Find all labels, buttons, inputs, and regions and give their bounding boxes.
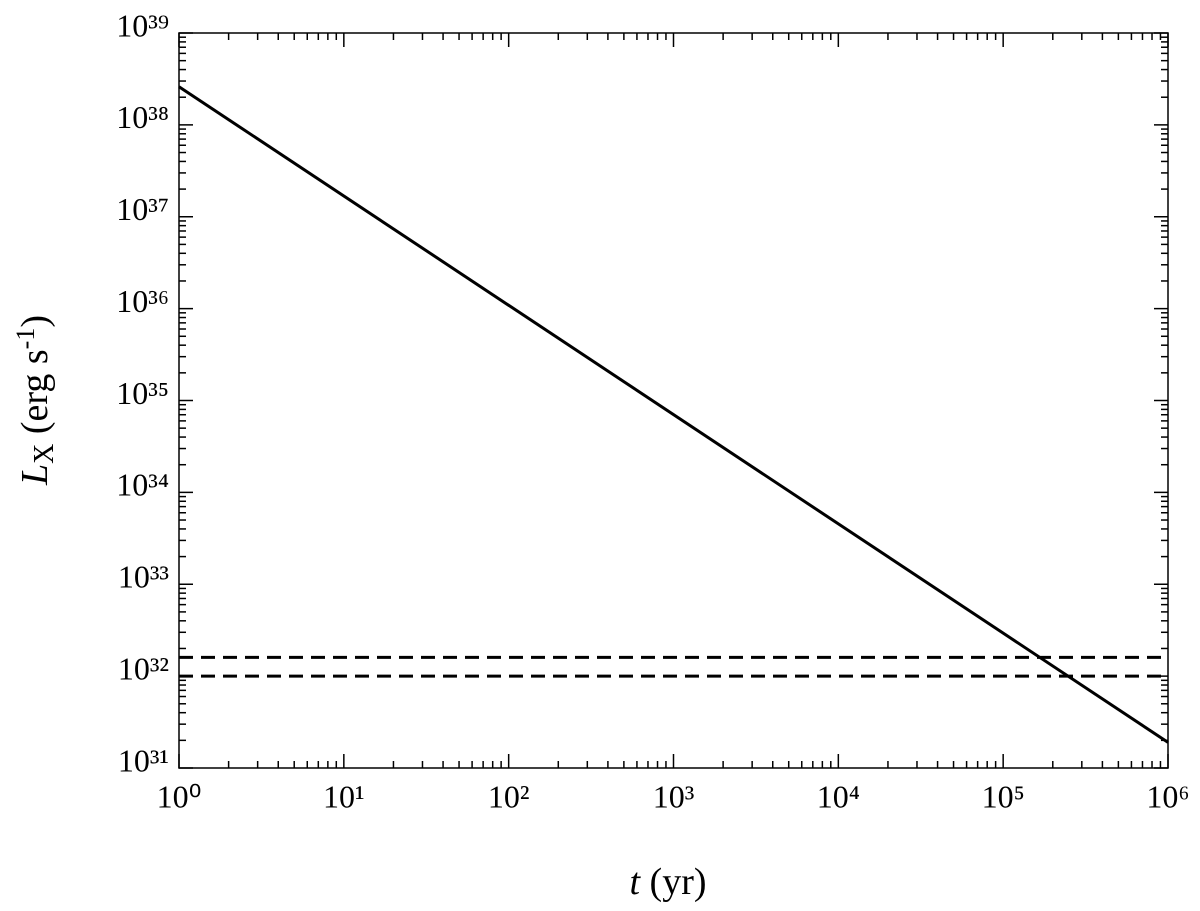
y-tick-label: 10³⁶ [116, 283, 169, 319]
y-tick-label: 10³² [118, 650, 169, 686]
y-tick-label: 10³³ [118, 559, 169, 595]
y-axis-label: LX (erg s-1) [11, 315, 60, 486]
series-line [178, 85, 1169, 744]
y-axis-label-part: X [29, 444, 60, 464]
x-axis-label: t (yr) [629, 861, 706, 903]
x-tick-label: 10³ [653, 778, 695, 814]
y-tick-label: 10³⁷ [116, 191, 169, 227]
y-axis-label-part: (erg s [14, 349, 56, 443]
x-tick-label: 10⁰ [157, 778, 202, 814]
x-tick-label: 10¹ [323, 778, 365, 814]
y-tick-label: 10³⁵ [116, 375, 169, 411]
y-axis-label-part: ) [14, 315, 56, 328]
x-axis-label-part: (yr) [640, 861, 706, 903]
y-tick-label: 10³⁹ [116, 7, 169, 43]
y-axis-label-part: -1 [11, 328, 40, 350]
x-tick-label: 10⁶ [1146, 778, 1189, 814]
y-tick-label: 10³⁴ [116, 467, 169, 503]
y-axis-label-part: L [14, 464, 56, 486]
x-tick-label: 10⁵ [982, 778, 1025, 814]
y-tick-label: 10³⁸ [116, 99, 169, 135]
y-tick-label: 10³¹ [118, 742, 169, 778]
x-tick-label: 10² [488, 778, 530, 814]
x-tick-label: 10⁴ [817, 778, 860, 814]
x-axis-label-part: t [629, 861, 641, 903]
